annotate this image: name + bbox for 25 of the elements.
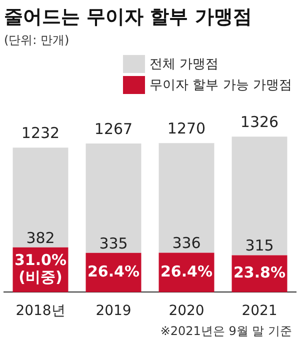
- chart-title: 줄어드는 무이자 할부 가맹점: [3, 5, 253, 30]
- x-tick-label: 2018년: [16, 303, 66, 320]
- bar: [158, 143, 214, 253]
- annotation: 31.0% (비중): [14, 251, 67, 286]
- data-label: 335: [99, 234, 128, 252]
- bar: [232, 136, 288, 256]
- data-label: 336: [172, 234, 201, 252]
- total-label: 1326: [240, 112, 279, 131]
- annotation: 26.4%: [160, 262, 213, 280]
- legend-label: 전체 가맹점: [150, 56, 219, 73]
- legend-label: 무이자 할부 가능 가맹점: [150, 77, 292, 94]
- chart-subtitle: (단위: 만개): [3, 32, 70, 49]
- bar: [86, 144, 142, 253]
- bar: [12, 148, 68, 248]
- data-label: 315: [245, 236, 274, 255]
- total-label: 1232: [21, 124, 60, 142]
- x-tick-label: 2019: [96, 303, 132, 320]
- annotation: 26.4%: [87, 262, 140, 280]
- text: ※2021년은 9월 말 기준: [159, 323, 293, 340]
- x-tick-label: 2020: [168, 303, 204, 320]
- data-label: 382: [26, 228, 55, 247]
- total-label: 1270: [167, 120, 206, 138]
- x-tick-label: 2021: [242, 303, 278, 320]
- annotation: 23.8%: [233, 264, 286, 282]
- total-label: 1267: [94, 120, 133, 138]
